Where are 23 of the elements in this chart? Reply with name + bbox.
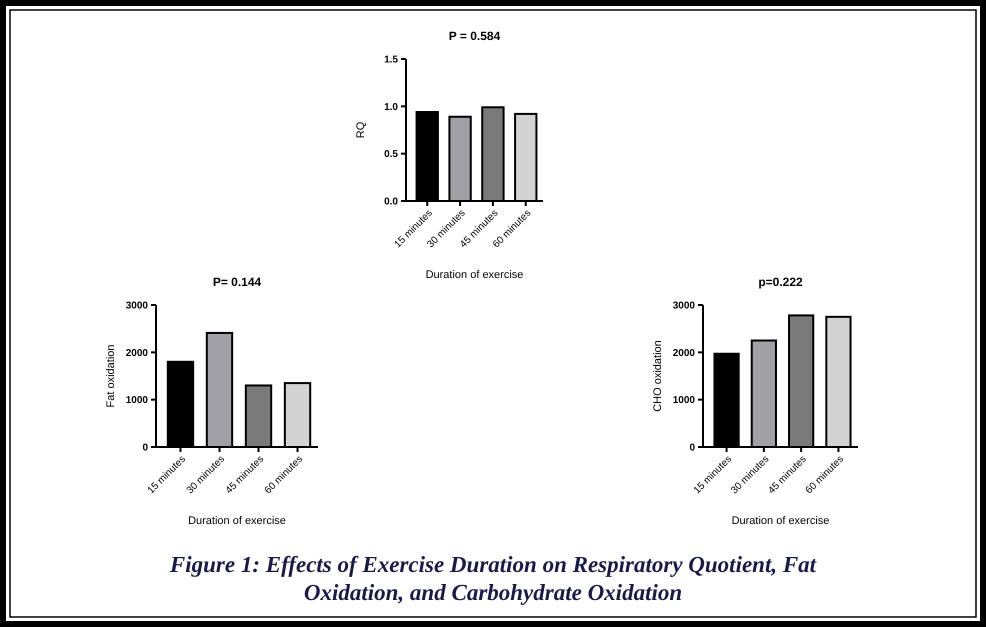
y-tick-label: 3000 [126,300,148,312]
x-axis-title: Duration of exercise [732,515,830,527]
y-tick-label: 0.5 [384,149,398,160]
y-tick-label: 0.0 [384,196,398,208]
y-tick-label: 1000 [672,395,696,406]
text: Oxidation, and Carbohydrate Oxidation [304,580,682,605]
caption: Figure 1: Effects of Exercise Duration on Respiratory Quotient, Fat [168,552,817,577]
y-tick-label: 2000 [126,348,148,359]
y-tick-label: 3000 [672,300,696,312]
chart-title: P = 0.584 [448,29,501,43]
chart-title: P= 0.144 [212,275,262,289]
y-tick-label: 2000 [672,348,696,359]
y-axis-title: RQ [355,121,367,138]
y-tick-label: 0 [689,442,696,454]
chart-title: p=0.222 [758,275,804,289]
y-tick-label: 1.5 [384,54,398,66]
y-tick-label: 0 [142,442,148,454]
y-axis-title: CHO oxidation [652,340,664,412]
y-tick-label: 1000 [126,395,148,406]
x-axis-title: Duration of exercise [188,515,286,527]
y-axis-title: Fat oxidation [105,344,117,408]
x-axis-title: Duration of exercise [426,269,524,281]
y-tick-label: 1.0 [384,102,398,113]
